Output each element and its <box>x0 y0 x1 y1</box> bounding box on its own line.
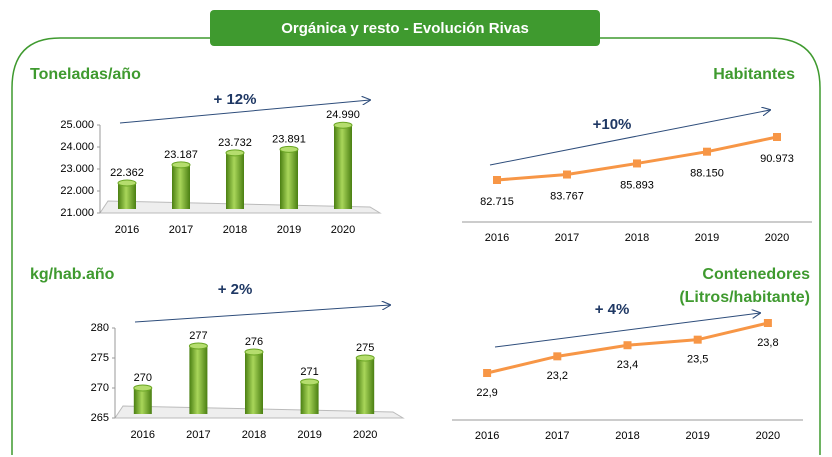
y-tick-label: 25.000 <box>60 119 94 131</box>
chart-title: kg/hab.año <box>30 266 115 283</box>
y-tick-label: 270 <box>91 382 109 394</box>
chart-title: (Litros/habitante) <box>679 289 810 306</box>
annotation: + 12% <box>214 91 257 108</box>
bar-top <box>133 384 153 392</box>
line <box>496 135 778 182</box>
trend-arrow <box>134 305 390 323</box>
y-tick-label: 23.000 <box>60 163 94 175</box>
title-box <box>210 10 600 46</box>
x-tick-label: 2016 <box>485 232 509 244</box>
x-tick-label: 2017 <box>555 232 579 244</box>
value-label: 23,2 <box>547 370 568 382</box>
chart-title: Toneladas/año <box>30 66 141 83</box>
x-tick-label: 2019 <box>685 430 709 442</box>
value-label: 88.150 <box>690 168 724 180</box>
value-label: 23.891 <box>272 133 306 145</box>
marker <box>773 133 781 141</box>
marker <box>763 319 772 327</box>
value-label: 275 <box>356 342 374 354</box>
marker <box>563 170 571 179</box>
marker <box>483 369 492 377</box>
bar-top <box>225 149 245 157</box>
value-label: 270 <box>134 372 152 384</box>
annotation: +10% <box>593 116 632 133</box>
x-tick-label: 2018 <box>223 224 247 236</box>
value-label: 22.362 <box>110 167 144 179</box>
x-tick-label: 2016 <box>131 429 155 441</box>
value-label: 23,5 <box>687 354 708 366</box>
bar <box>172 164 190 209</box>
bar-top <box>188 342 208 350</box>
x-tick-label: 2020 <box>331 224 355 236</box>
value-label: 23.732 <box>218 137 252 149</box>
x-tick-label: 2018 <box>615 430 639 442</box>
value-label: 22,9 <box>476 387 497 399</box>
trend-arrow <box>494 313 760 348</box>
y-tick-label: 280 <box>91 322 109 334</box>
bar <box>118 183 136 209</box>
marker <box>623 341 632 350</box>
x-tick-label: 2020 <box>353 429 377 441</box>
x-tick-label: 2020 <box>756 430 780 442</box>
y-tick-label: 265 <box>91 412 109 424</box>
x-tick-label: 2020 <box>765 232 789 244</box>
value-label: 23.187 <box>164 149 198 161</box>
trend-arrow <box>119 100 370 124</box>
marker <box>693 335 702 344</box>
x-tick-label: 2018 <box>625 232 649 244</box>
marker <box>493 176 501 184</box>
x-tick-label: 2016 <box>475 430 499 442</box>
marker <box>553 352 562 361</box>
trend-arrow <box>489 110 770 166</box>
value-label: 85.893 <box>620 179 654 191</box>
marker <box>703 147 711 156</box>
marker <box>633 159 641 168</box>
value-label: 23,4 <box>617 359 638 371</box>
annotation: + 2% <box>218 281 253 298</box>
bar <box>280 149 298 209</box>
y-tick-label: 275 <box>91 352 109 364</box>
bar <box>300 382 319 414</box>
page-title: Orgánica y resto - Evolución Rivas <box>281 20 529 37</box>
chart-title: Habitantes <box>713 66 795 83</box>
bar-top <box>333 121 353 129</box>
x-tick-label: 2017 <box>545 430 569 442</box>
bar <box>189 346 208 414</box>
annotation: + 4% <box>595 301 630 318</box>
frame <box>11 37 821 455</box>
x-tick-label: 2017 <box>169 224 193 236</box>
bar <box>245 352 263 414</box>
x-tick-label: 2016 <box>115 224 139 236</box>
bar <box>226 152 244 209</box>
value-label: 82.715 <box>480 196 514 208</box>
bar-top <box>117 179 137 187</box>
value-label: 23,8 <box>757 337 778 349</box>
bar-top <box>279 145 299 153</box>
value-label: 276 <box>245 336 263 348</box>
bar-top <box>300 378 320 386</box>
x-tick-label: 2017 <box>186 429 210 441</box>
x-tick-label: 2019 <box>695 232 719 244</box>
y-tick-label: 24.000 <box>60 141 94 153</box>
y-tick-label: 22.000 <box>60 185 94 197</box>
value-label: 90.973 <box>760 153 794 165</box>
x-tick-label: 2019 <box>277 224 301 236</box>
value-label: 24.990 <box>326 109 360 121</box>
x-tick-label: 2018 <box>242 429 266 441</box>
x-tick-label: 2019 <box>297 429 321 441</box>
bar <box>334 125 352 209</box>
bar <box>356 358 375 414</box>
value-label: 277 <box>189 330 207 342</box>
value-label: 271 <box>300 366 318 378</box>
bar <box>133 388 152 414</box>
bar-top <box>355 354 375 362</box>
bar-top <box>171 161 191 169</box>
value-label: 83.767 <box>550 190 584 202</box>
chart-title: Contenedores <box>702 266 810 283</box>
y-tick-label: 21.000 <box>60 207 94 219</box>
bar-top <box>244 348 264 356</box>
